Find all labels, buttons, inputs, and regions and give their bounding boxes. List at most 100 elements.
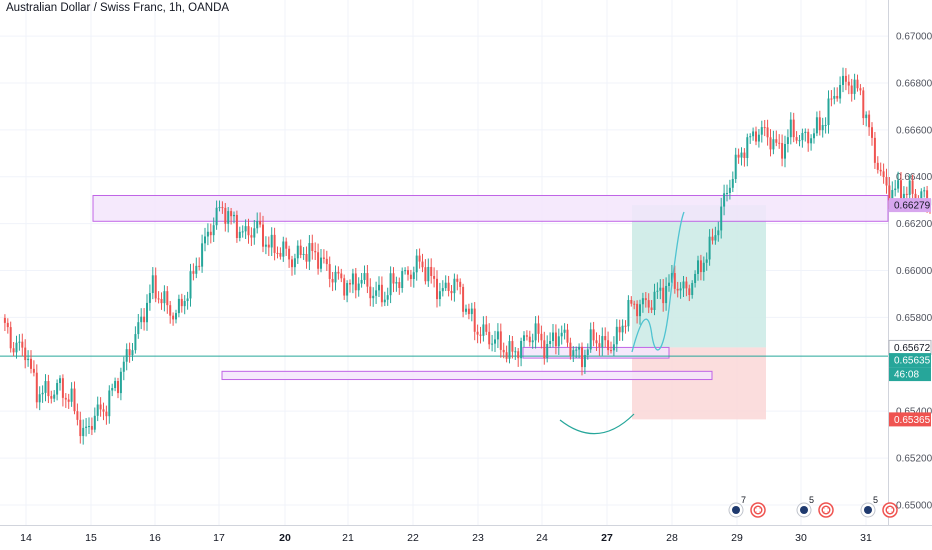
candle-body: [404, 270, 407, 272]
candle-body: [496, 331, 499, 340]
candle-body: [61, 378, 64, 398]
candle-body: [90, 426, 93, 430]
candle-body: [482, 324, 485, 336]
candle-body: [476, 331, 479, 335]
candle-body: [824, 125, 827, 127]
candle-body: [122, 361, 125, 372]
candle-body: [412, 272, 415, 280]
candle-body: [633, 303, 636, 305]
candle-body: [343, 278, 346, 296]
candle-body: [876, 162, 879, 170]
candle-body: [531, 340, 534, 343]
y-tick-label: 0.66800: [896, 78, 932, 89]
candle-body: [494, 339, 496, 344]
candle-body: [462, 286, 465, 312]
candle-body: [6, 322, 9, 328]
candle-body: [775, 139, 778, 143]
price-tag-bg: [889, 353, 931, 368]
candle-body: [41, 392, 44, 395]
candle-body: [815, 117, 818, 134]
candle-body: [592, 329, 595, 341]
candle-body: [728, 187, 731, 194]
candle-body: [250, 235, 253, 238]
y-tick-label: 0.65400: [896, 407, 932, 418]
candle-body: [227, 211, 230, 224]
candle-body: [38, 394, 41, 403]
candle-body: [847, 81, 850, 86]
target-area: [632, 205, 766, 348]
candle-body: [212, 225, 215, 236]
candle-body: [757, 134, 760, 142]
candle-body: [24, 347, 27, 361]
candle-body: [131, 350, 134, 356]
candle-body: [383, 299, 386, 303]
candle-body: [453, 278, 456, 294]
price-tag-label: 0.65365: [894, 415, 931, 426]
candle-body: [160, 298, 163, 304]
candle-body: [282, 241, 285, 257]
candle-body: [891, 190, 894, 201]
candle-body: [589, 329, 592, 350]
candle-body: [50, 396, 53, 399]
price-tag-bg: [889, 367, 931, 382]
candle-body: [769, 137, 772, 150]
candle-body: [621, 325, 624, 333]
candle-body: [569, 342, 572, 356]
candle-body: [694, 273, 697, 284]
candle-body: [134, 334, 137, 351]
candle-body: [575, 349, 578, 351]
candle-body: [308, 243, 311, 262]
candle-body: [543, 340, 546, 359]
candle-body: [85, 426, 88, 428]
candle-body: [378, 284, 380, 291]
candle-body: [447, 282, 450, 291]
price-tag-label: 0.65672: [894, 343, 931, 354]
candle-body: [789, 119, 792, 138]
candle-body: [372, 295, 375, 299]
candle-body: [900, 180, 902, 200]
x-tick-label: 20: [279, 532, 291, 544]
support-zone: [221, 370, 713, 381]
candle-body: [18, 341, 21, 343]
candle-body: [450, 290, 453, 294]
candle-body: [662, 287, 665, 304]
candle-body: [842, 75, 844, 85]
candle-body: [528, 336, 531, 343]
candle-body: [517, 351, 520, 359]
candle-body: [804, 131, 807, 133]
candle-body: [288, 248, 291, 260]
chart-title: Australian Dollar / Swiss Franc, 1h, OAN…: [6, 2, 230, 14]
candle-body: [64, 397, 67, 400]
candle-body: [175, 313, 177, 320]
candle-body: [749, 136, 752, 138]
candle-body: [920, 191, 923, 200]
candle-body: [262, 224, 264, 247]
flag-au-icon: [732, 506, 740, 514]
candle-body: [146, 302, 148, 323]
candle-body: [337, 271, 340, 274]
candle-body: [624, 325, 627, 327]
candle-body: [35, 372, 38, 403]
candle-body: [441, 288, 444, 292]
candle-body: [224, 207, 227, 224]
candle-body: [523, 335, 525, 341]
candle-body: [409, 274, 412, 280]
candle-body: [792, 119, 795, 138]
candle-body: [552, 332, 554, 342]
price-tag-label: 0.65635: [894, 356, 931, 367]
candle-body: [491, 343, 494, 345]
candle-body: [586, 349, 589, 355]
flag-ch-cross-h: [755, 508, 761, 512]
candle-body: [117, 381, 119, 394]
candle-body: [763, 127, 766, 129]
candle-body: [697, 260, 699, 274]
candle-body: [163, 291, 166, 304]
y-tick-label: 0.66000: [896, 266, 932, 277]
candle-body: [786, 137, 789, 145]
candle-body: [444, 282, 447, 289]
candle-body: [73, 388, 76, 412]
candle-body: [259, 221, 262, 225]
candle-body: [340, 273, 343, 279]
